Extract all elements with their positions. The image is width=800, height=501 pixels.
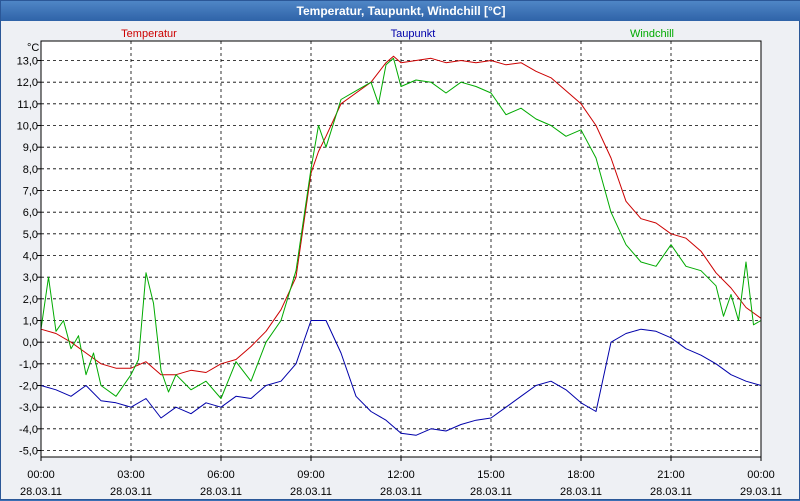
x-tick-time-label: 21:00 — [657, 469, 685, 481]
y-tick-label: 6,0 — [23, 207, 38, 219]
y-tick-label: -4,0 — [19, 424, 38, 436]
y-tick-label: 5,0 — [23, 229, 38, 241]
y-tick-label: -5,0 — [19, 446, 38, 458]
y-tick-label: 12,0 — [17, 77, 38, 89]
y-tick-label: -3,0 — [19, 402, 38, 414]
y-tick-label: 7,0 — [23, 186, 38, 198]
y-tick-label: -2,0 — [19, 381, 38, 393]
y-axis: -5,0 -4,0 -3,0 -2,0 -1,0 0,0 1,0 2,0 3,0 4,0 5,0 6,… — [17, 56, 41, 458]
y-tick-label: 1,0 — [23, 316, 38, 328]
x-tick-time-label: 00:00 — [27, 469, 55, 481]
x-tick-date-label: 28.03.11 — [110, 486, 152, 498]
x-tick-date-label: 28.03.11 — [470, 486, 512, 498]
x-tick-date-label: 28.03.11 — [380, 486, 422, 498]
grid — [41, 41, 761, 457]
x-tick-date-label: 29.03.11 — [740, 486, 782, 498]
y-tick-label: 4,0 — [23, 251, 38, 263]
series-line-windchill — [40, 57, 762, 399]
x-tick-time-label: 12:00 — [387, 469, 415, 481]
x-tick-date-label: 28.03.11 — [200, 486, 242, 498]
y-tick-label: 9,0 — [23, 142, 38, 154]
y-tick-label: 2,0 — [23, 294, 38, 306]
x-tick-date-label: 28.03.11 — [20, 486, 62, 498]
y-tick-label: 0,0 — [23, 337, 38, 349]
y-axis-unit-label: °C — [27, 42, 39, 54]
window-title: Temperatur, Taupunkt, Windchill [°C] — [1, 1, 800, 21]
x-tick-time-label: 00:00 — [747, 469, 775, 481]
series-layer — [40, 55, 762, 436]
legend-entry-temperatur: Temperatur — [121, 28, 177, 40]
y-tick-label: 8,0 — [23, 164, 38, 176]
x-tick-time-label: 09:00 — [297, 469, 325, 481]
line-chart: -5,0 -4,0 -3,0 -2,0 -1,0 0,0 1,0 2,0 3,0 4,0 5,0 6,… — [17, 28, 782, 498]
legend-entry-windchill: Windchill — [630, 28, 674, 40]
y-tick-label: 3,0 — [23, 272, 38, 284]
legend-entry-taupunkt: Taupunkt — [391, 28, 436, 40]
x-tick-date-label: 28.03.11 — [650, 486, 692, 498]
x-tick-time-label: 06:00 — [207, 469, 235, 481]
x-tick-time-label: 15:00 — [477, 469, 505, 481]
y-tick-label: 10,0 — [17, 121, 38, 133]
y-tick-label: -1,0 — [19, 359, 38, 371]
y-tick-label: 13,0 — [17, 56, 38, 68]
y-tick-label: 11,0 — [17, 99, 38, 111]
legend: Temperatur Taupunkt Windchill — [121, 28, 674, 40]
series-line-temperatur — [40, 55, 762, 376]
series-line-taupunkt — [40, 320, 762, 436]
plot-area — [41, 41, 761, 457]
x-tick-time-label: 18:00 — [567, 469, 595, 481]
x-axis: 00:00 28.03.11 03:00 28.03.11 06:00 28.03.11 0… — [20, 457, 782, 498]
x-tick-date-label: 28.03.11 — [290, 486, 332, 498]
x-tick-time-label: 03:00 — [117, 469, 145, 481]
x-tick-date-label: 28.03.11 — [560, 486, 602, 498]
